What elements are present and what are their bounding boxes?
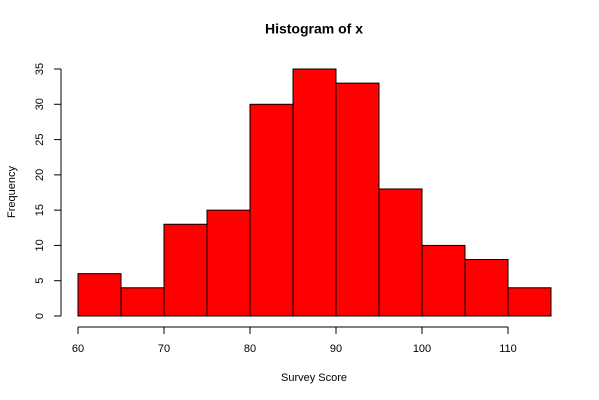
y-tick-label: 30 (34, 98, 46, 110)
bar (378, 188, 423, 317)
x-tick-label: 90 (330, 343, 342, 355)
y-tick-label: 5 (34, 278, 46, 284)
x-tick-label: 80 (244, 343, 256, 355)
bar (163, 223, 208, 317)
y-tick-label: 15 (34, 204, 46, 216)
bar (77, 273, 122, 317)
y-axis-label: Frequency (6, 166, 18, 218)
chart-title: Histogram of x (265, 21, 363, 37)
x-tick-label: 70 (158, 343, 170, 355)
x-axis-label: Survey Score (281, 372, 347, 384)
y-tick-label: 35 (34, 63, 46, 75)
y-tick-label: 25 (34, 133, 46, 145)
x-tick-label: 100 (413, 343, 431, 355)
x-tick-label: 60 (72, 343, 84, 355)
bar (249, 103, 294, 317)
x-tick-label: 110 (499, 343, 517, 355)
bar (292, 68, 337, 317)
bar (206, 209, 251, 317)
bar (507, 287, 552, 317)
bar (120, 287, 165, 317)
bar (464, 259, 509, 317)
y-tick-label: 10 (34, 239, 46, 251)
y-tick-label: 0 (34, 313, 46, 319)
bar (335, 82, 380, 317)
bar (421, 244, 466, 317)
y-tick-label: 20 (34, 169, 46, 181)
